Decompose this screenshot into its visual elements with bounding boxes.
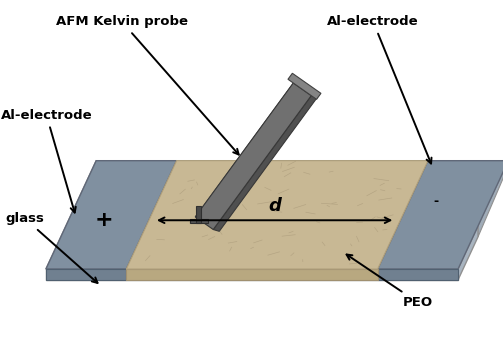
Polygon shape [195,83,299,219]
Polygon shape [190,219,209,223]
Polygon shape [46,269,458,280]
Text: glass: glass [6,212,97,283]
Polygon shape [46,161,176,269]
Polygon shape [195,83,311,229]
Polygon shape [196,206,202,223]
Polygon shape [213,95,318,231]
Polygon shape [127,161,428,269]
Polygon shape [46,269,127,280]
Text: -: - [433,195,438,208]
Text: d: d [268,198,281,216]
Polygon shape [458,226,478,280]
Polygon shape [127,269,377,280]
Text: PEO: PEO [347,255,433,309]
Text: Al-electrode: Al-electrode [1,109,92,212]
Text: AFM Kelvin probe: AFM Kelvin probe [56,15,239,155]
Text: +: + [94,210,113,230]
Polygon shape [288,73,321,99]
Polygon shape [478,161,504,237]
Polygon shape [46,161,504,269]
Polygon shape [377,161,504,269]
Text: Al-electrode: Al-electrode [328,15,431,164]
Polygon shape [377,269,458,280]
